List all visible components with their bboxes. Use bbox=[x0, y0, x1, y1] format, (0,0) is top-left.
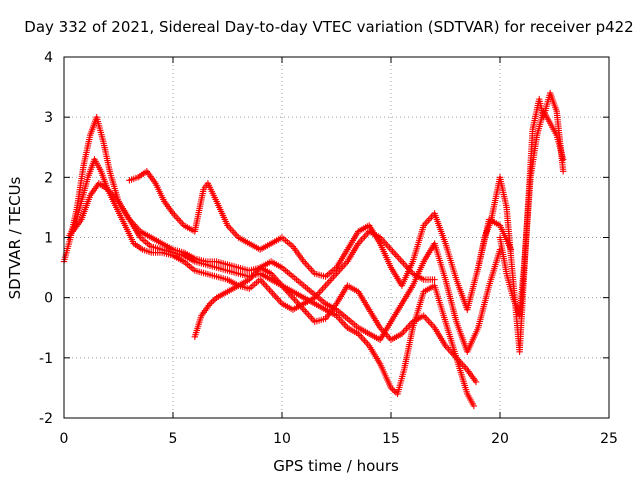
y-tick-label: 1 bbox=[44, 231, 53, 247]
axes-ticks: 0 5 10 15 20 25 -2 -1 0 1 2 3 4 bbox=[39, 50, 618, 447]
series-track-5 bbox=[191, 264, 480, 386]
y-tick-label: 0 bbox=[44, 291, 53, 307]
series-track-3 bbox=[69, 180, 504, 356]
chart-title: Day 332 of 2021, Sidereal Day-to-day VTE… bbox=[24, 18, 633, 36]
series-track-2 bbox=[65, 156, 438, 313]
data-point bbox=[210, 297, 217, 304]
x-tick-label: 0 bbox=[60, 431, 69, 447]
y-tick-label: 2 bbox=[44, 170, 53, 186]
x-tick-label: 15 bbox=[382, 431, 400, 447]
y-tick-label: 3 bbox=[44, 110, 53, 126]
y-tick-label: 4 bbox=[44, 50, 53, 66]
series-track-7 bbox=[496, 107, 567, 319]
data-point bbox=[431, 276, 438, 283]
grid bbox=[64, 57, 609, 418]
data-point bbox=[391, 387, 398, 395]
data-points bbox=[60, 89, 567, 410]
x-tick-label: 20 bbox=[491, 431, 509, 447]
x-tick-label: 25 bbox=[600, 431, 618, 447]
x-tick-label: 5 bbox=[169, 431, 178, 447]
y-tick-label: -1 bbox=[39, 351, 53, 367]
y-axis-label: SDTVAR / TECUs bbox=[6, 176, 24, 299]
data-point bbox=[470, 402, 478, 410]
data-point bbox=[472, 378, 480, 386]
data-point bbox=[560, 156, 567, 163]
x-axis-label: GPS time / hours bbox=[273, 457, 399, 475]
y-tick-label: -2 bbox=[39, 411, 53, 427]
data-point bbox=[208, 298, 215, 306]
data-point bbox=[560, 168, 567, 175]
x-tick-label: 10 bbox=[273, 431, 291, 447]
